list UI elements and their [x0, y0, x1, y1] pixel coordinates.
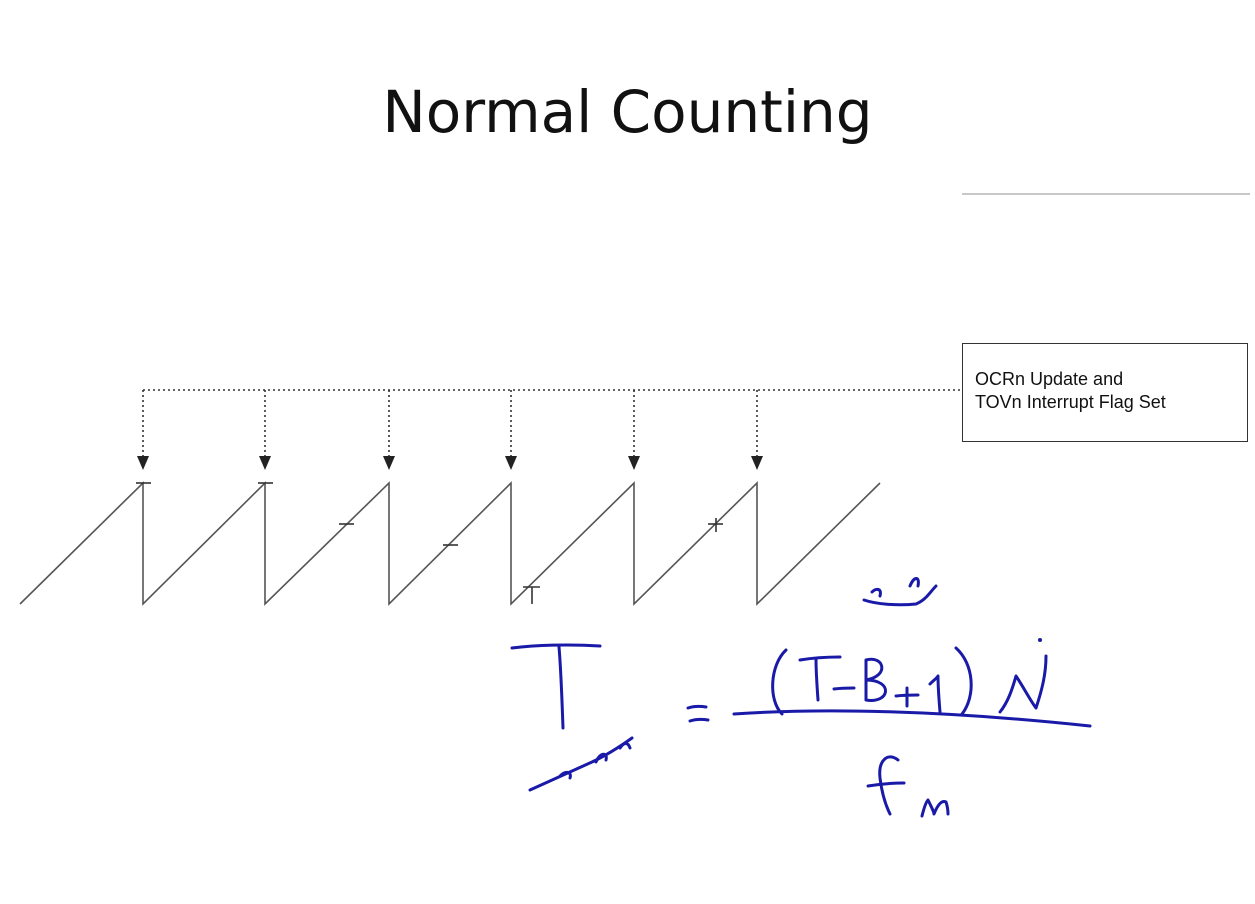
ink-num-T-stem	[814, 657, 820, 702]
ink-close-paren	[954, 646, 973, 716]
ink-T-stem	[557, 645, 565, 730]
ink-one	[928, 674, 942, 714]
ink-persian-under-T	[528, 736, 634, 792]
ink-plus	[894, 686, 920, 708]
arrowhead-2	[259, 456, 271, 470]
slide-title: Normal Counting	[382, 78, 873, 146]
ink-N	[998, 654, 1048, 714]
ink-num-T-bar	[798, 655, 842, 662]
ink-B	[864, 657, 887, 702]
ink-dot	[1038, 638, 1042, 642]
ink-f	[866, 755, 906, 816]
ink-equals-bottom	[688, 717, 710, 723]
overflow-callout-box: OCRn Update and TOVn Interrupt Flag Set	[962, 343, 1248, 442]
handwritten-formula	[510, 577, 1092, 818]
ink-m	[920, 798, 950, 818]
ink-persian-above	[862, 577, 938, 607]
ink-minus	[832, 686, 856, 691]
arrowhead-6	[751, 456, 763, 470]
ink-equals-top	[686, 704, 708, 710]
arrowhead-5	[628, 456, 640, 470]
counter-sawtooth	[19, 481, 881, 606]
title-divider	[962, 193, 1250, 195]
callout-line-2: TOVn Interrupt Flag Set	[975, 392, 1166, 412]
callout-line-1: OCRn Update and	[975, 369, 1124, 389]
ocr-tick-marks	[136, 482, 723, 604]
arrowhead-1	[137, 456, 149, 470]
arrowhead-3	[383, 456, 395, 470]
overflow-arrows	[137, 390, 763, 470]
arrowhead-4	[505, 456, 517, 470]
ink-T-bar	[510, 643, 602, 650]
ink-open-paren	[771, 648, 788, 716]
ink-fraction-bar	[732, 709, 1092, 728]
